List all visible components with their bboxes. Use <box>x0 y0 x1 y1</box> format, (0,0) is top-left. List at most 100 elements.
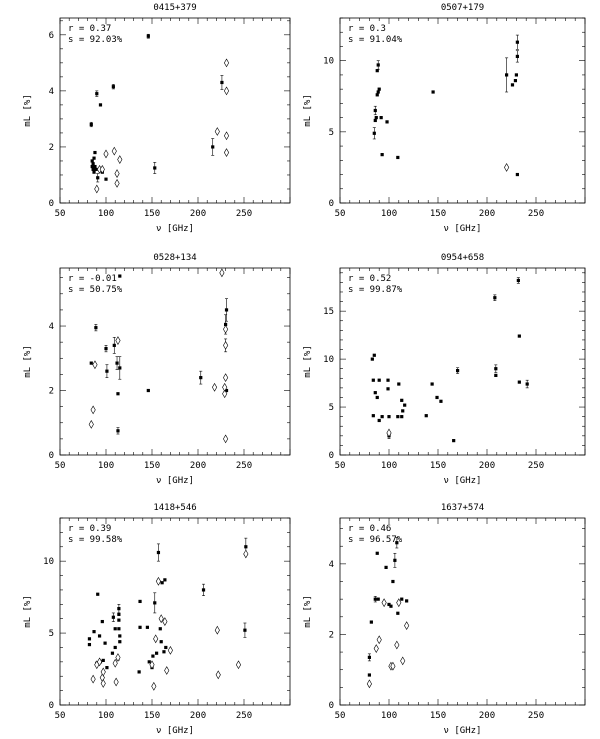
y-axis-label: mL [%] <box>23 94 33 127</box>
data-point-filled <box>515 54 519 59</box>
data-point-filled <box>117 612 121 616</box>
x-tick-label: 200 <box>479 711 495 721</box>
data-point-filled <box>89 361 93 365</box>
x-tick-label: 150 <box>144 209 160 219</box>
stat-text: r = 0.52 <box>348 274 391 284</box>
data-point-open <box>151 681 157 691</box>
data-point-filled <box>153 166 157 170</box>
data-point-filled <box>514 73 518 77</box>
data-point-filled <box>376 63 380 67</box>
data-point-filled <box>376 90 380 94</box>
data-point-filled <box>92 630 96 634</box>
data-point-open <box>90 674 96 684</box>
data-point-filled <box>151 654 155 658</box>
data-point-filled <box>377 418 381 423</box>
data-point-open <box>223 373 229 383</box>
data-point-filled <box>379 116 383 120</box>
data-point-filled <box>96 176 100 180</box>
data-point-filled <box>138 599 142 604</box>
data-point-filled <box>199 376 203 380</box>
data-point-filled <box>371 378 375 382</box>
data-point-open <box>400 656 406 666</box>
data-point-filled <box>400 415 404 419</box>
panel-title: 0954+658 <box>441 253 484 263</box>
data-point-filled <box>375 551 379 555</box>
y-tick-label: 0 <box>49 199 54 209</box>
data-point-filled <box>369 620 373 624</box>
data-point-filled <box>397 382 401 386</box>
panel-1: 0415+379 50 100 150 200 250 0 2 4 6 ν [GHz] mL [%] r… <box>23 3 291 234</box>
data-point-filled <box>386 378 390 382</box>
panel-title: 1637+574 <box>441 503 484 513</box>
data-point-open <box>103 149 109 159</box>
data-point-open <box>100 679 106 688</box>
data-point-filled <box>375 395 379 400</box>
data-point-open <box>223 58 230 68</box>
x-tick-label: 50 <box>55 461 66 471</box>
data-point-open <box>155 576 161 586</box>
x-tick-label: 150 <box>430 209 446 219</box>
data-point-filled <box>224 308 229 312</box>
data-point-open <box>112 658 118 668</box>
panel-title: 1418+546 <box>153 503 196 513</box>
x-axis-label: ν [GHz] <box>444 224 482 234</box>
y-tick-label: 2 <box>49 387 54 397</box>
data-point-open <box>404 621 410 631</box>
data-point-filled <box>431 90 435 94</box>
data-point-filled <box>387 602 391 607</box>
data-point-filled <box>104 347 108 351</box>
data-point-filled <box>92 156 96 160</box>
data-point-filled <box>377 378 381 382</box>
data-point-open <box>115 653 121 662</box>
data-point-filled <box>117 627 121 631</box>
data-point-open <box>117 155 123 164</box>
data-point-open <box>214 625 220 635</box>
x-tick-label: 50 <box>55 209 66 219</box>
data-point-filled <box>163 578 167 582</box>
x-tick-label: 200 <box>479 209 495 219</box>
panel-2: 0507+179 50 100 150 200 250 0 5 10 ν [GHz] mL [%] r… <box>303 3 586 234</box>
stat-text: s = 91.04% <box>348 35 403 45</box>
data-point-filled <box>393 558 397 562</box>
y-tick-label: 6 <box>49 31 54 41</box>
data-point-filled <box>430 382 434 386</box>
data-point-filled <box>96 592 100 596</box>
data-point-filled <box>400 398 404 402</box>
data-point-filled <box>517 334 521 338</box>
data-point-open <box>386 428 392 438</box>
data-point-open <box>394 640 400 650</box>
x-axis-label: ν [GHz] <box>156 476 194 486</box>
y-axis-label: mL [%] <box>23 595 33 628</box>
data-point-filled <box>494 367 498 371</box>
data-point-filled <box>220 80 224 85</box>
data-point-filled <box>158 627 162 631</box>
data-point-filled <box>515 172 519 177</box>
data-point-filled <box>91 167 95 171</box>
plot-frame <box>339 17 586 204</box>
data-point-filled <box>377 87 381 91</box>
data-point-filled <box>387 415 391 419</box>
stat-text: s = 96.57% <box>348 535 403 545</box>
data-point-filled <box>146 34 150 38</box>
data-point-filled <box>505 73 509 77</box>
data-point-open <box>214 127 220 136</box>
data-point-open <box>158 614 164 624</box>
data-point-open <box>111 146 117 156</box>
data-point-filled <box>373 118 377 123</box>
data-point-open <box>100 667 106 677</box>
data-point-open <box>115 336 121 345</box>
y-tick-label: 5 <box>49 629 54 639</box>
data-point-filled <box>403 403 407 407</box>
data-point-open <box>222 382 228 392</box>
data-point-filled <box>396 611 400 615</box>
data-point-filled <box>224 388 229 393</box>
data-point-filled <box>104 177 108 181</box>
x-tick-label: 50 <box>335 461 346 471</box>
data-point-open <box>114 169 120 178</box>
y-tick-label: 0 <box>329 701 334 711</box>
data-point-filled <box>373 391 377 395</box>
panel-title: 0507+179 <box>441 3 484 13</box>
data-point-open <box>373 644 379 653</box>
data-point-filled <box>111 85 115 89</box>
data-point-open <box>113 677 119 687</box>
